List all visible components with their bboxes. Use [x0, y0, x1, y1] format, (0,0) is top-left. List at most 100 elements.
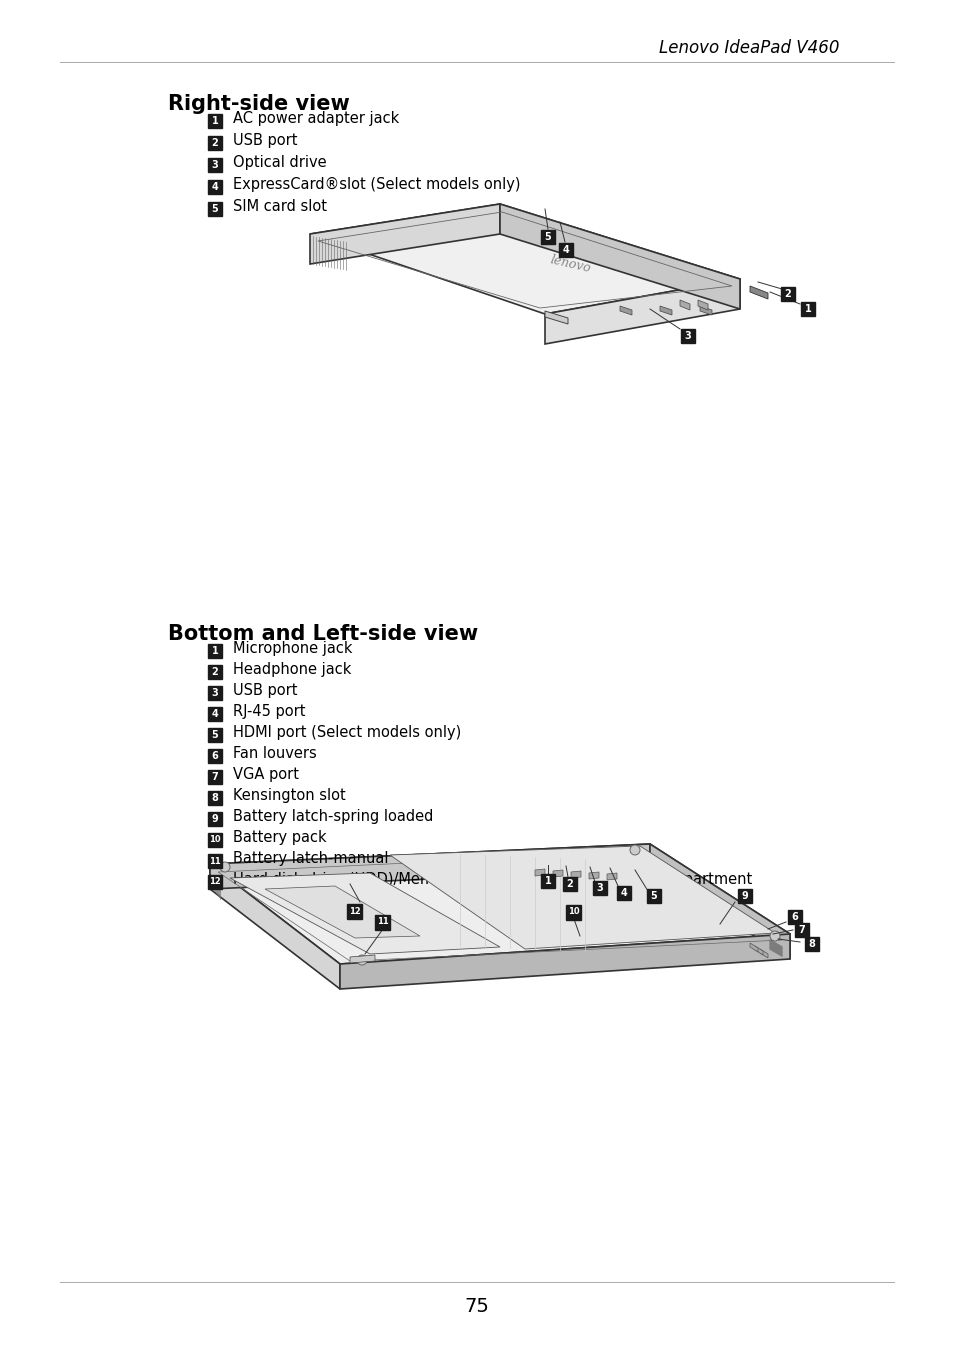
FancyBboxPatch shape	[794, 923, 808, 937]
Text: ExpressCard®slot (Select models only): ExpressCard®slot (Select models only)	[233, 177, 520, 192]
Text: Right-side view: Right-side view	[168, 93, 350, 114]
Text: 4: 4	[562, 245, 569, 255]
FancyBboxPatch shape	[208, 770, 222, 784]
Text: 2: 2	[566, 879, 573, 890]
FancyBboxPatch shape	[801, 302, 814, 315]
Text: HDMI port (Select models only): HDMI port (Select models only)	[233, 724, 460, 741]
Text: 1: 1	[212, 646, 218, 655]
Polygon shape	[606, 873, 617, 880]
FancyBboxPatch shape	[787, 910, 801, 923]
Text: 9: 9	[740, 891, 747, 900]
FancyBboxPatch shape	[562, 877, 577, 891]
FancyBboxPatch shape	[680, 329, 695, 343]
Text: 7: 7	[212, 772, 218, 783]
FancyBboxPatch shape	[208, 158, 222, 172]
Polygon shape	[553, 871, 562, 877]
FancyBboxPatch shape	[208, 665, 222, 678]
Text: AC power adapter jack: AC power adapter jack	[233, 111, 399, 126]
Text: 5: 5	[212, 730, 218, 741]
Polygon shape	[499, 204, 740, 309]
FancyBboxPatch shape	[540, 230, 555, 244]
Polygon shape	[535, 869, 544, 876]
FancyBboxPatch shape	[208, 180, 222, 194]
Polygon shape	[350, 955, 375, 963]
Circle shape	[629, 845, 639, 854]
Polygon shape	[210, 864, 339, 988]
Text: VGA port: VGA port	[233, 766, 298, 783]
Text: 1: 1	[212, 116, 218, 126]
Text: 5: 5	[544, 232, 551, 242]
FancyBboxPatch shape	[646, 890, 660, 903]
FancyBboxPatch shape	[208, 707, 222, 720]
Polygon shape	[544, 311, 567, 324]
Polygon shape	[754, 946, 762, 955]
Polygon shape	[544, 279, 740, 344]
Text: 12: 12	[349, 906, 360, 915]
Text: USB port: USB port	[233, 682, 297, 699]
Text: Battery latch-spring loaded: Battery latch-spring loaded	[233, 808, 433, 825]
Polygon shape	[700, 306, 711, 315]
Polygon shape	[310, 204, 740, 314]
Text: 3: 3	[684, 330, 691, 341]
Text: Bottom and Left-side view: Bottom and Left-side view	[168, 624, 477, 645]
Text: 3: 3	[212, 160, 218, 171]
Text: Optical drive: Optical drive	[233, 154, 326, 171]
Text: 8: 8	[212, 793, 218, 803]
Text: Battery latch-manual: Battery latch-manual	[233, 852, 388, 867]
Text: 4: 4	[620, 888, 627, 898]
Circle shape	[769, 932, 780, 941]
Text: 6: 6	[791, 913, 798, 922]
Text: Battery pack: Battery pack	[233, 830, 326, 845]
FancyBboxPatch shape	[208, 833, 222, 848]
Polygon shape	[230, 873, 499, 955]
Text: lenovo: lenovo	[548, 253, 591, 275]
Polygon shape	[210, 844, 649, 890]
Polygon shape	[760, 949, 767, 959]
FancyBboxPatch shape	[208, 645, 222, 658]
Text: Hard disk drive (HDD)/Memory/Mini PCI ExpressCard slot compartment: Hard disk drive (HDD)/Memory/Mini PCI Ex…	[233, 872, 752, 887]
Text: 2: 2	[783, 288, 791, 299]
FancyBboxPatch shape	[208, 812, 222, 826]
Circle shape	[220, 862, 230, 872]
FancyBboxPatch shape	[558, 242, 573, 257]
Polygon shape	[659, 306, 671, 315]
Text: Microphone jack: Microphone jack	[233, 640, 352, 655]
Text: Lenovo IdeaPad V460: Lenovo IdeaPad V460	[659, 39, 840, 57]
Text: 3: 3	[596, 883, 602, 894]
Text: 10: 10	[209, 835, 220, 845]
Polygon shape	[339, 934, 789, 988]
Text: 4: 4	[212, 709, 218, 719]
Text: USB port: USB port	[233, 133, 297, 148]
FancyBboxPatch shape	[804, 937, 818, 951]
FancyBboxPatch shape	[781, 287, 794, 301]
FancyBboxPatch shape	[208, 202, 222, 217]
Text: 9: 9	[212, 814, 218, 825]
Text: 5: 5	[650, 891, 657, 900]
FancyBboxPatch shape	[208, 854, 222, 868]
Text: 11: 11	[209, 857, 221, 865]
Polygon shape	[588, 872, 598, 879]
FancyBboxPatch shape	[208, 749, 222, 764]
FancyBboxPatch shape	[208, 135, 222, 150]
FancyBboxPatch shape	[208, 114, 222, 129]
FancyBboxPatch shape	[540, 873, 555, 888]
Text: 11: 11	[376, 918, 389, 926]
FancyBboxPatch shape	[738, 890, 751, 903]
FancyBboxPatch shape	[593, 881, 606, 895]
FancyBboxPatch shape	[375, 914, 390, 929]
FancyBboxPatch shape	[347, 903, 362, 918]
Polygon shape	[390, 846, 774, 949]
Polygon shape	[749, 942, 758, 952]
Polygon shape	[310, 204, 499, 264]
Polygon shape	[649, 844, 789, 959]
Polygon shape	[210, 844, 789, 964]
Polygon shape	[679, 301, 689, 310]
Text: 12: 12	[209, 877, 221, 887]
Text: 10: 10	[568, 907, 579, 917]
Text: 3: 3	[212, 688, 218, 699]
FancyBboxPatch shape	[617, 886, 630, 900]
Text: 75: 75	[464, 1297, 489, 1316]
FancyBboxPatch shape	[208, 686, 222, 700]
Polygon shape	[265, 886, 419, 938]
Polygon shape	[698, 301, 707, 310]
